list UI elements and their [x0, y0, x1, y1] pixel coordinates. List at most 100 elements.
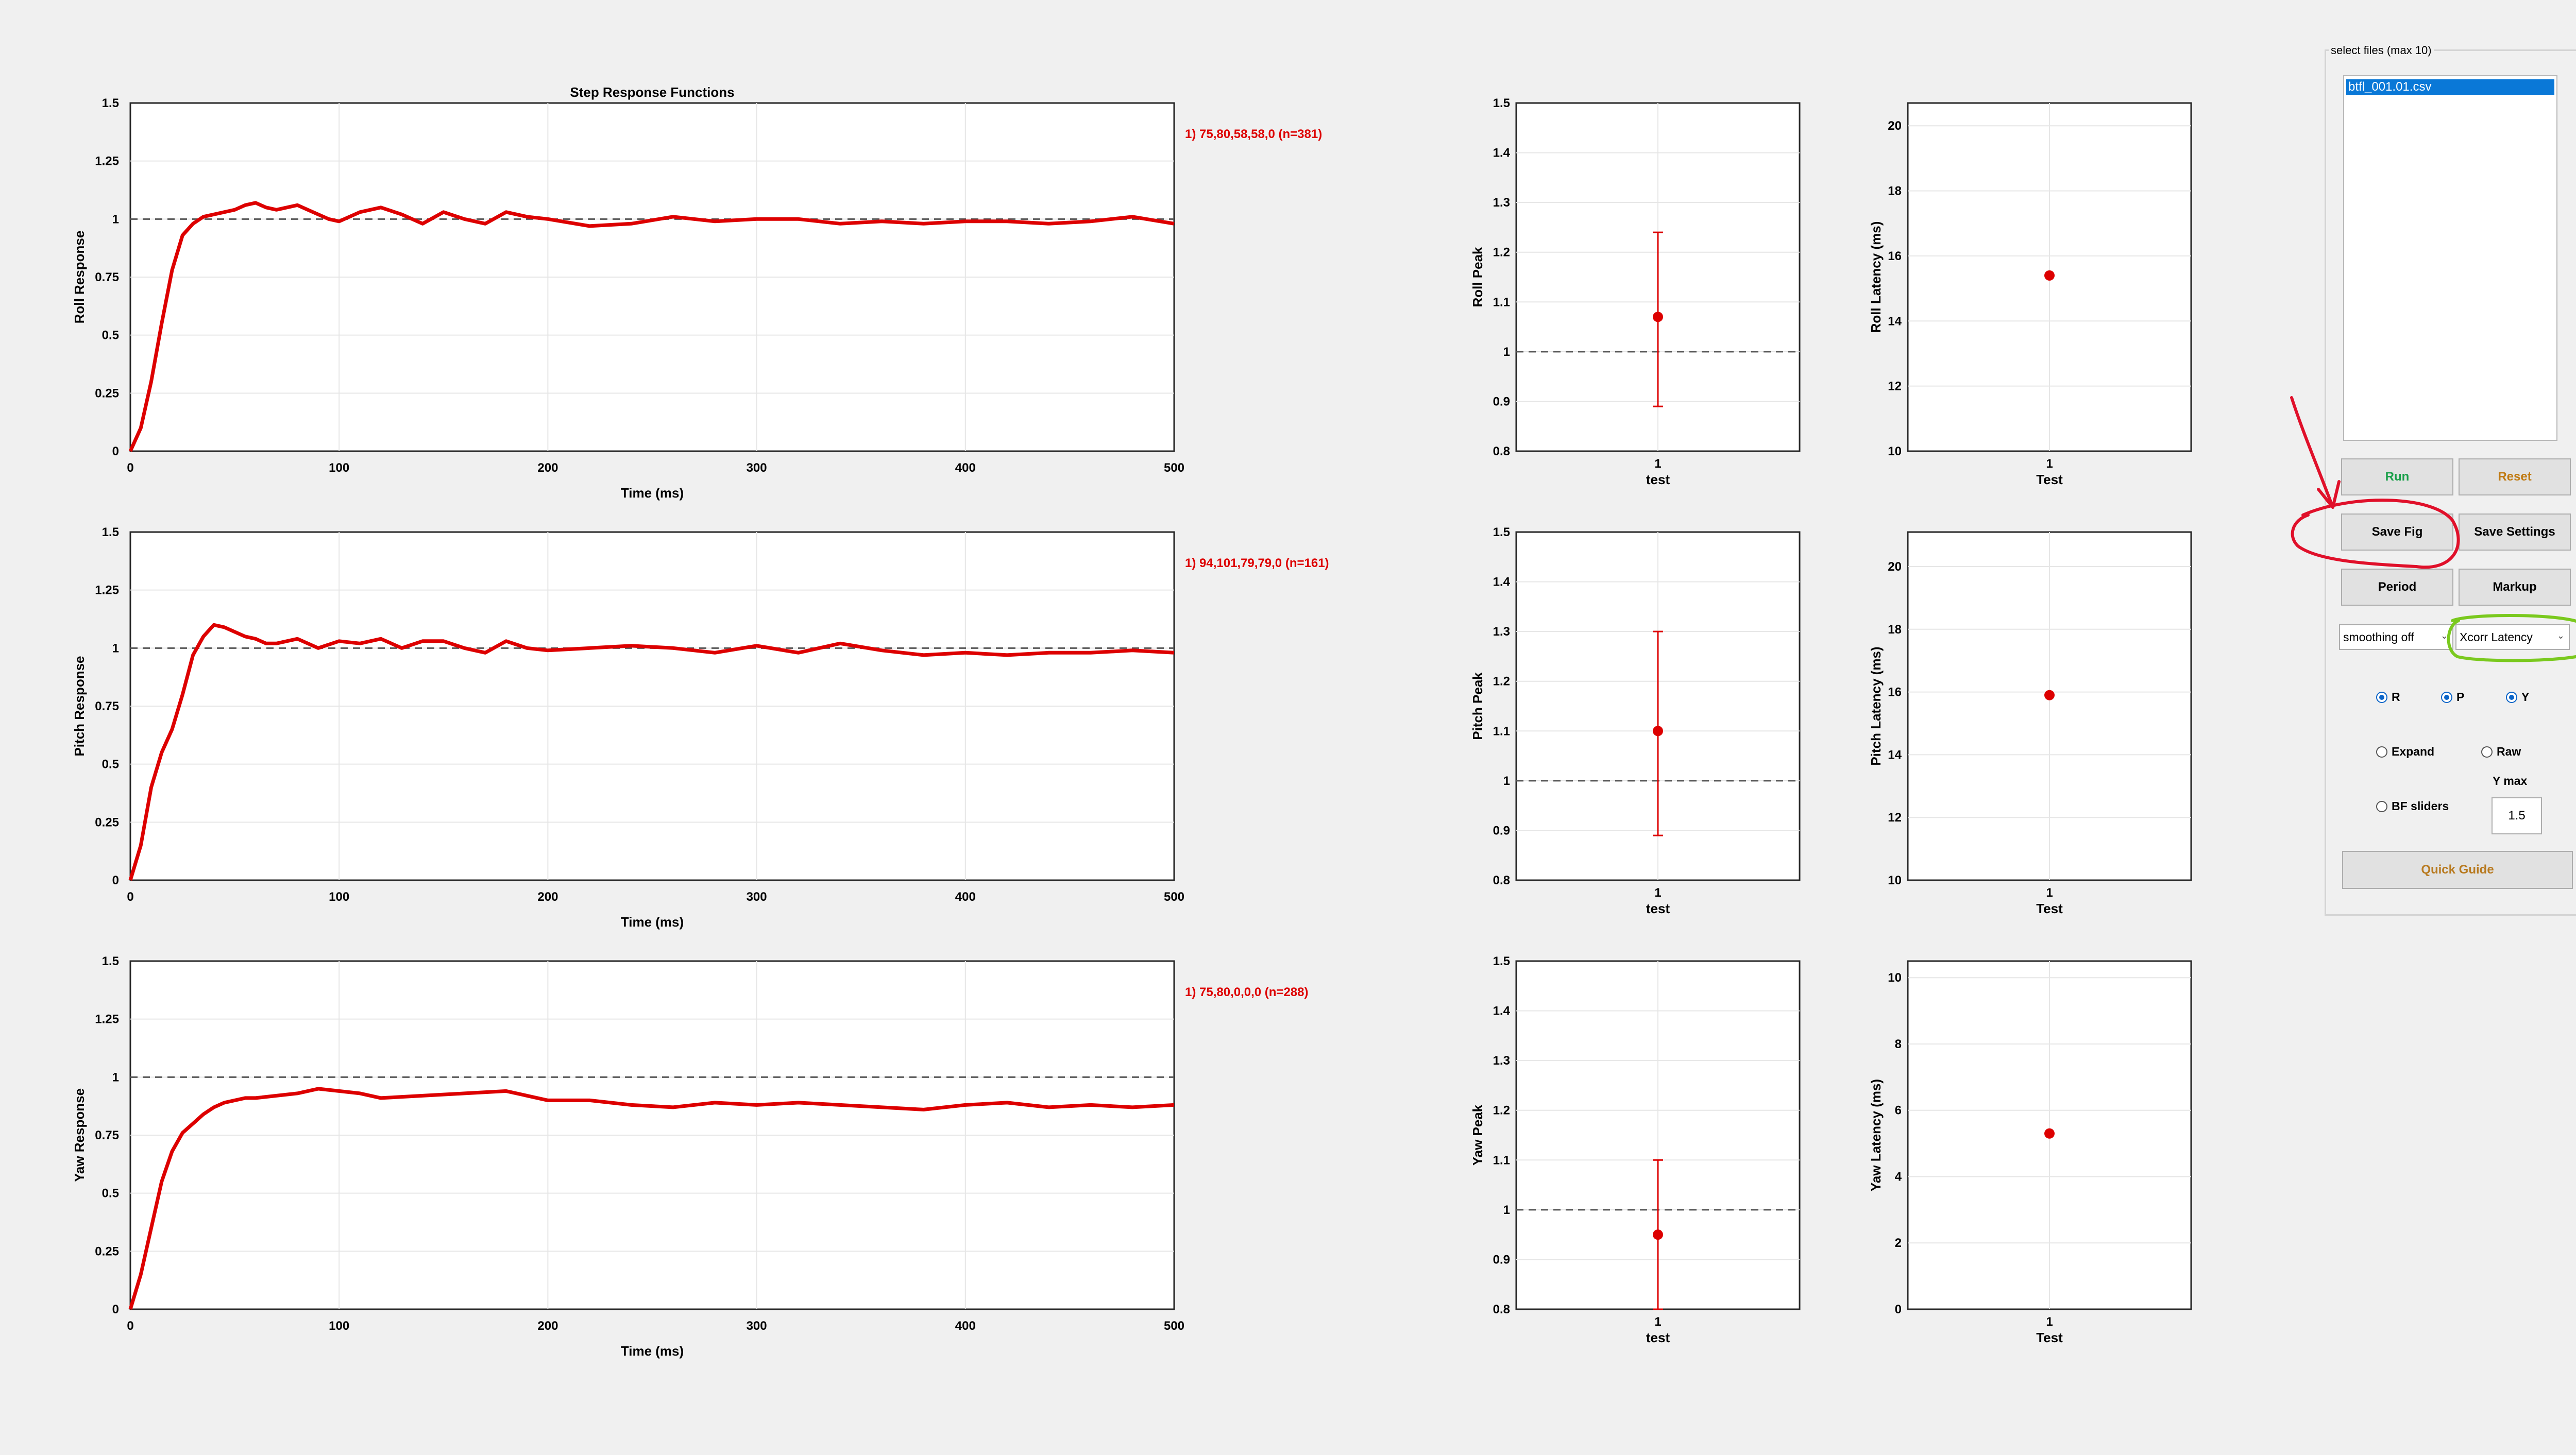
x-tick-label: 1 [2046, 457, 2053, 471]
file-listbox[interactable]: btfl_001.01.csv [2343, 75, 2557, 441]
axis-y-radio[interactable]: Y [2506, 690, 2529, 704]
y-tick-label: 12 [1888, 380, 1902, 393]
ymax-label: Y max [2493, 774, 2528, 788]
ymax-input[interactable]: 1.5 [2492, 797, 2542, 834]
y-tick-label: 18 [1888, 184, 1902, 198]
y-tick-label: 1.4 [1493, 575, 1511, 589]
x-axis-label: test [1646, 1330, 1670, 1345]
x-axis-label: Time (ms) [621, 914, 684, 930]
peak-point [1653, 1229, 1663, 1240]
y-tick-label: 14 [1888, 748, 1902, 762]
file-panel-title: select files (max 10) [2329, 44, 2434, 57]
latency-point [2044, 1128, 2055, 1139]
y-tick-label: 1.5 [1493, 96, 1510, 110]
y-tick-label: 1 [1503, 1203, 1510, 1217]
x-tick-label: 1 [2046, 1315, 2053, 1329]
y-axis-label: Pitch Peak [1470, 672, 1485, 740]
x-tick-label: 200 [537, 1319, 558, 1333]
y-tick-label: 16 [1888, 686, 1902, 699]
y-tick-label: 0.9 [1493, 824, 1510, 837]
y-tick-label: 1 [112, 641, 119, 655]
y-tick-label: 0.9 [1493, 395, 1510, 408]
latency-method-dropdown[interactable]: Xcorr Latency ⌄ [2455, 624, 2570, 650]
y-tick-label: 0 [112, 1303, 119, 1316]
smoothing-dropdown[interactable]: smoothing off ⌄ [2339, 624, 2453, 650]
latency-method-value: Xcorr Latency [2460, 630, 2533, 644]
file-list-item[interactable]: btfl_001.01.csv [2346, 79, 2554, 95]
axis-p-label: P [2456, 690, 2465, 704]
x-tick-label: 1 [2046, 886, 2053, 900]
save-settings-button[interactable]: Save Settings [2459, 513, 2571, 551]
radio-empty-icon [2376, 746, 2387, 758]
step-response-line [128, 623, 1175, 881]
y-tick-label: 6 [1895, 1104, 1902, 1118]
bf-sliders-label: BF sliders [2392, 799, 2449, 813]
y-tick-label: 1 [112, 1070, 119, 1084]
x-tick-label: 400 [955, 461, 976, 475]
y-tick-label: 0.5 [102, 1187, 119, 1201]
y-tick-label: 0.8 [1493, 444, 1510, 458]
y-tick-label: 1.5 [102, 525, 119, 539]
y-tick-label: 0.75 [95, 1128, 119, 1142]
smoothing-value: smoothing off [2343, 630, 2414, 644]
y-tick-label: 0.75 [95, 270, 119, 284]
chart-title: Step Response Functions [570, 84, 734, 100]
axis-p-radio[interactable]: P [2441, 690, 2464, 704]
period-button[interactable]: Period [2341, 569, 2453, 606]
x-axis-label: Test [2036, 472, 2063, 487]
y-tick-label: 1.1 [1493, 295, 1510, 309]
y-axis-label: Pitch Latency (ms) [1868, 646, 1884, 765]
x-axis-label: Test [2036, 1330, 2063, 1345]
y-tick-label: 0.8 [1493, 874, 1510, 887]
x-axis-label: Test [2036, 901, 2063, 916]
markup-button[interactable]: Markup [2459, 569, 2571, 606]
y-tick-label: 1.5 [1493, 525, 1510, 539]
y-tick-label: 0.25 [95, 815, 119, 829]
raw-label: Raw [2497, 745, 2521, 758]
y-tick-label: 0 [112, 444, 119, 458]
radio-selected-icon [2376, 691, 2387, 703]
x-tick-label: 500 [1164, 461, 1184, 475]
y-tick-label: 0.9 [1493, 1253, 1510, 1266]
y-tick-label: 0.5 [102, 329, 119, 343]
x-tick-label: 300 [747, 461, 767, 475]
y-tick-label: 0.5 [102, 758, 119, 772]
x-tick-label: 300 [747, 1319, 767, 1333]
save-fig-button[interactable]: Save Fig [2341, 513, 2453, 551]
y-tick-label: 8 [1895, 1037, 1902, 1051]
run-button[interactable]: Run [2341, 458, 2453, 495]
x-axis-label: Time (ms) [621, 1343, 684, 1359]
y-tick-label: 16 [1888, 249, 1902, 263]
y-tick-label: 4 [1895, 1170, 1902, 1184]
y-tick-label: 10 [1888, 874, 1902, 887]
y-tick-label: 20 [1888, 119, 1902, 133]
y-tick-label: 12 [1888, 811, 1902, 825]
y-tick-label: 1.1 [1493, 724, 1510, 738]
x-tick-label: 100 [329, 890, 349, 904]
quick-guide-button[interactable]: Quick Guide [2342, 851, 2573, 889]
x-tick-label: 100 [329, 461, 349, 475]
y-tick-label: 0.75 [95, 699, 119, 713]
raw-radio[interactable]: Raw [2481, 745, 2521, 759]
y-tick-label: 1.2 [1493, 246, 1510, 260]
x-tick-label: 500 [1164, 890, 1184, 904]
y-tick-label: 1.3 [1493, 196, 1510, 210]
series-annotation: 1) 75,80,0,0,0 (n=288) [1185, 985, 1308, 999]
bf-sliders-radio[interactable]: BF sliders [2376, 799, 2449, 813]
x-tick-label: 200 [537, 461, 558, 475]
y-tick-label: 1.5 [102, 954, 119, 968]
x-tick-label: 400 [955, 890, 976, 904]
y-axis-label: Yaw Peak [1470, 1104, 1485, 1166]
radio-empty-icon [2376, 800, 2387, 812]
axis-r-radio[interactable]: R [2376, 690, 2400, 704]
y-tick-label: 1.3 [1493, 625, 1510, 639]
y-axis-label: Roll Response [72, 231, 87, 324]
step-response-line [128, 1087, 1175, 1310]
reset-button[interactable]: Reset [2459, 458, 2571, 495]
series-annotation: 1) 94,101,79,79,0 (n=161) [1185, 556, 1329, 570]
y-tick-label: 14 [1888, 314, 1902, 328]
y-tick-label: 1 [1503, 345, 1510, 359]
expand-radio[interactable]: Expand [2376, 745, 2434, 759]
y-axis-label: Yaw Response [72, 1088, 87, 1182]
